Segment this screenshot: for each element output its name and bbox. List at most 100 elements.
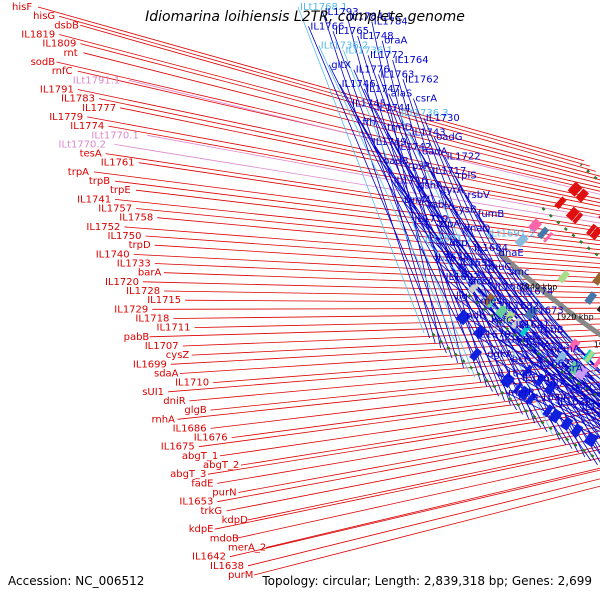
genome-backbone (497, 250, 600, 338)
gene-label: ffh (362, 118, 375, 129)
feature-block (554, 351, 568, 365)
callout-line (402, 79, 511, 406)
gene-label: ILt1736.1 (345, 45, 392, 56)
feature-block (544, 380, 558, 395)
gene-label: oadB (383, 156, 409, 167)
gene-label: ushA (526, 339, 551, 350)
gene-label: IL1743 (412, 127, 446, 138)
callout-line (114, 144, 600, 224)
gene-label: IL1695 (460, 257, 494, 268)
gene-label: IL1720 (105, 277, 139, 288)
callout-line (191, 335, 600, 356)
gene-label: rsbV (467, 190, 490, 201)
feature-block (519, 324, 531, 337)
callout-line (154, 244, 600, 274)
feature-block (570, 423, 584, 438)
feature-block (572, 212, 584, 224)
gene-label: IL1699 (133, 359, 167, 370)
callout-line (58, 15, 591, 167)
callout-line (219, 400, 600, 457)
gene-label: IL1777 (82, 103, 116, 114)
feature-block (534, 373, 547, 387)
callout-line (496, 252, 600, 374)
feature-block (512, 382, 523, 395)
feature-block (577, 190, 589, 203)
feature-block (583, 431, 597, 446)
gene-label: IL1730 (426, 113, 460, 124)
gene-label: smc (509, 267, 529, 278)
gene-label: IL1669 (501, 335, 535, 346)
callout-line (247, 446, 600, 521)
gene-label: IL1674 (519, 286, 553, 297)
gene-label: mdoB (210, 533, 239, 544)
gene-label: trmD (387, 123, 413, 134)
callout-line (381, 40, 464, 368)
callout-line (426, 204, 600, 417)
callout-line (534, 363, 600, 405)
gene-label: sUI1 (142, 387, 164, 398)
gene-label: IL1653 (179, 497, 213, 508)
genome-ring (426, 163, 600, 463)
feature-block (560, 416, 574, 431)
gene-label: IL1776 (356, 65, 390, 76)
feature-block (574, 365, 589, 381)
gene-label: IL1715 (147, 295, 181, 306)
callout-line (332, 30, 453, 359)
callout-line (80, 24, 596, 172)
gene-label: kdpD (222, 515, 248, 526)
callout-line (523, 343, 600, 398)
feature-block (472, 324, 488, 340)
callout-line (115, 199, 600, 251)
gene-labels: hisFhisGdsbBIL1819IL1809rntsodBrnfCILt17… (12, 2, 600, 581)
kbp-label: 1920 kbp (556, 312, 594, 321)
callout-line (247, 478, 600, 567)
feature-block (554, 196, 567, 210)
gene-label: glgB (184, 405, 206, 416)
gene-label: IL1740 (96, 249, 130, 260)
gene-label: IL1678 (435, 253, 469, 264)
gene-label: alaS (391, 89, 412, 100)
gene-label: dgkA (487, 349, 512, 360)
feature-block (522, 364, 533, 377)
gene-label: ILt1691.2 (488, 229, 535, 240)
callout-line (210, 369, 600, 411)
gene-label: IL1664 (522, 373, 556, 384)
callout-line (467, 281, 600, 397)
callout-line (318, 45, 470, 373)
gene-label: pabB (124, 332, 150, 343)
kbp-label: 1900 kbp (594, 340, 600, 349)
callout-line (537, 329, 600, 380)
callout-line (484, 353, 600, 422)
feature-block (469, 347, 483, 362)
gene-label: IL1719 (414, 214, 448, 225)
callout-line (235, 457, 600, 539)
gene-label: IL1752 (86, 222, 120, 233)
gene-label: dnaQ (464, 224, 491, 235)
callout-line (478, 300, 600, 398)
gene-label: abgT_3 (170, 469, 206, 480)
gene-label: dnaE (499, 248, 524, 259)
gene-label: intA (547, 378, 567, 389)
feature-block (517, 386, 532, 401)
gene-label: IL1686 (173, 423, 207, 434)
callout-line (152, 307, 600, 310)
gene-label: IL1758 (119, 213, 153, 224)
gene-label: IL1681 (516, 320, 550, 331)
feature-block (536, 226, 550, 240)
callout-line (120, 107, 600, 207)
feature-block (592, 356, 600, 369)
gene-label: IL1717 (432, 166, 466, 177)
gene-label: IL1632 (557, 397, 591, 408)
callout-line (77, 89, 600, 200)
feature-block (548, 408, 563, 424)
gene-label: IL1761 (101, 158, 135, 169)
gene-label: sodB (31, 57, 56, 68)
gene-label: bcr (512, 354, 529, 365)
callout-line (265, 467, 600, 548)
gene-label: IL1710 (175, 378, 209, 389)
gene-label: ILt1791.1 (73, 75, 120, 86)
gene-label: IL1774 (70, 121, 104, 132)
gene-label: csrA (561, 363, 583, 374)
callout-line (343, 50, 476, 378)
